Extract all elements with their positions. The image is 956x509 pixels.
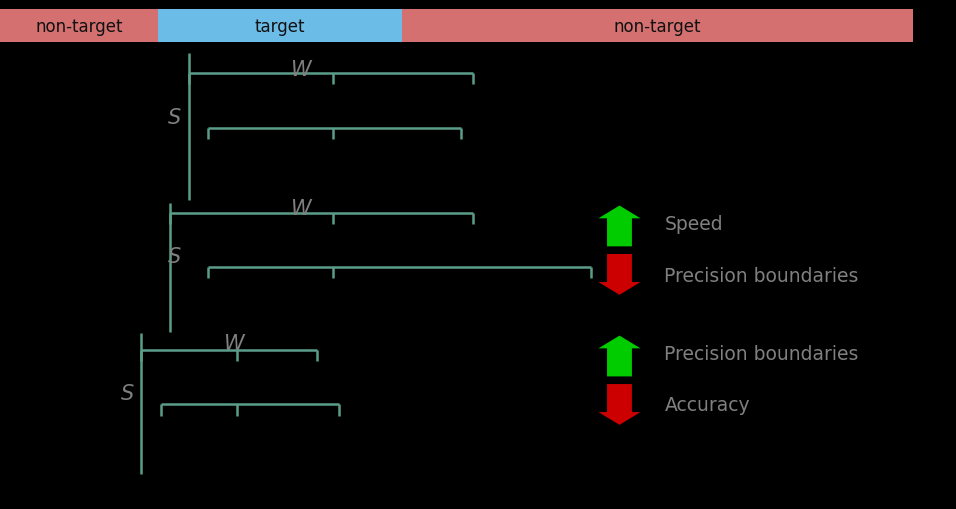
Text: S: S — [168, 108, 182, 128]
Polygon shape — [598, 206, 641, 247]
Text: Speed: Speed — [664, 214, 723, 234]
Bar — [402, 10, 913, 43]
Text: Precision boundaries: Precision boundaries — [664, 344, 858, 363]
Polygon shape — [598, 254, 641, 295]
Bar — [0, 10, 158, 43]
Text: Precision boundaries: Precision boundaries — [664, 266, 858, 286]
Text: W: W — [224, 333, 245, 354]
Text: W: W — [291, 199, 312, 219]
Text: S: S — [168, 246, 182, 267]
Text: Accuracy: Accuracy — [664, 395, 750, 414]
Text: S: S — [120, 383, 134, 403]
Bar — [158, 10, 402, 43]
Text: W: W — [291, 60, 312, 80]
Text: non-target: non-target — [614, 18, 701, 36]
Text: non-target: non-target — [35, 18, 122, 36]
Polygon shape — [598, 336, 641, 377]
Polygon shape — [598, 384, 641, 425]
Text: target: target — [254, 18, 305, 36]
